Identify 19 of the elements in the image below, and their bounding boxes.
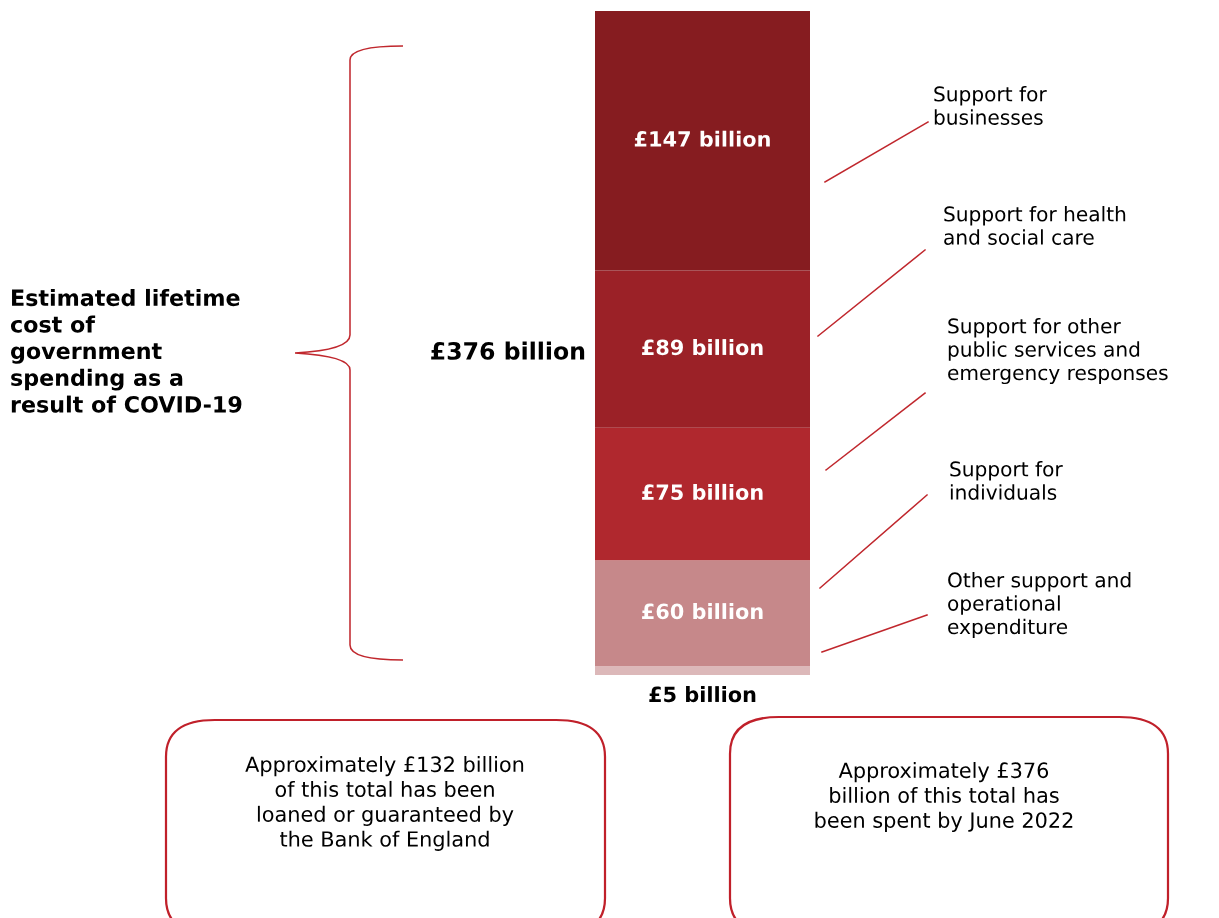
text: Estimated lifetime cost of government spending as a result of COVID-19 [10,288,242,413]
text: Other support and operational expenditure [948,572,1131,639]
data-label: £5 billion [649,686,756,703]
text: Support for individuals [950,461,1063,500]
text: Support for other public services and emergency responses [948,318,1168,385]
data-label: £75 billion [642,483,763,501]
bar [595,427,810,561]
bar [595,666,810,675]
data-label: £147 billion [634,130,770,147]
text: Support for businesses [934,86,1047,125]
data-label: £60 billion [642,603,763,620]
text: Approximately £132 billion of this total has been loaned or guaranteed by the Bank of England [245,756,524,851]
bar [595,11,810,271]
text: Support for health and social care [944,206,1126,245]
data-label: £89 billion [642,339,763,356]
bar [595,560,810,667]
total-label: £376 billion [431,341,585,360]
text: Approximately £376 billion of this total has been spent by June 2022 [815,762,1073,832]
bar [595,270,810,428]
